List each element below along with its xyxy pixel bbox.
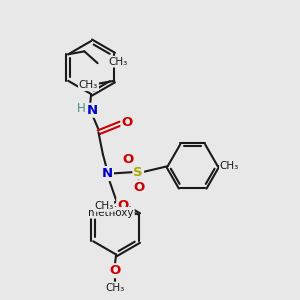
Text: N: N — [102, 167, 113, 180]
Text: S: S — [134, 166, 143, 178]
Text: O: O — [122, 153, 134, 166]
Text: CH₃: CH₃ — [108, 57, 127, 67]
Text: O: O — [109, 264, 120, 277]
Text: CH₃: CH₃ — [79, 80, 98, 90]
Text: N: N — [86, 104, 98, 117]
Text: CH₃: CH₃ — [105, 283, 124, 292]
Text: O: O — [133, 181, 144, 194]
Text: methoxy: methoxy — [111, 213, 117, 214]
Text: O: O — [117, 199, 128, 212]
Text: methoxy: methoxy — [88, 208, 134, 218]
Text: CH₃: CH₃ — [220, 161, 239, 171]
Text: CH₃: CH₃ — [94, 201, 113, 211]
Text: O: O — [122, 116, 133, 128]
Text: H: H — [77, 102, 86, 115]
